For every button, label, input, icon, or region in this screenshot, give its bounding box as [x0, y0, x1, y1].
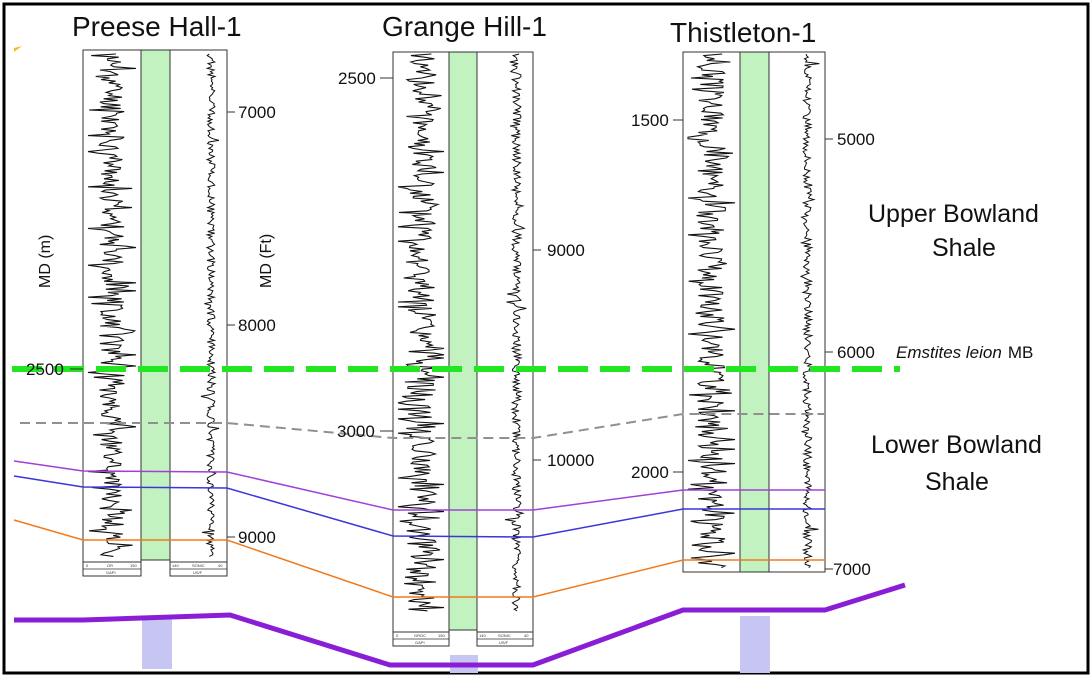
depth-label: 7000: [238, 103, 276, 122]
footer-min: 140: [172, 563, 179, 568]
footer-curve: GRGC: [414, 633, 426, 638]
depth-label: 6000: [837, 343, 875, 362]
depth-label: 2500: [338, 69, 376, 88]
footer-min: 140: [479, 633, 486, 638]
horizon-magenta: [13, 460, 825, 511]
depth-label: 5000: [837, 130, 875, 149]
horizon-base: [14, 582, 906, 668]
marker-species: Emstites leion: [896, 343, 1002, 362]
depth-label: 7000: [833, 560, 871, 579]
footer-curve: GR: [107, 563, 113, 568]
depth-label: 1500: [631, 111, 669, 130]
formation-upper-line2: Shale: [932, 234, 996, 262]
formation-lower-line2: Shale: [925, 468, 989, 496]
horizon-orange: [13, 519, 825, 598]
depth-label: 8000: [238, 316, 276, 335]
footer-curve: SONIC: [498, 633, 511, 638]
depth-label: 9000: [238, 528, 276, 547]
footer-max: 150: [438, 633, 445, 638]
footer-unit: US/F: [499, 640, 509, 645]
depth-label: 2500: [26, 360, 64, 379]
footer-max: 150: [130, 563, 137, 568]
footer-unit: US/F: [193, 570, 203, 575]
well-title-thistleton: Thistleton-1: [670, 17, 816, 48]
axis-title-md-m: MD (m): [37, 235, 54, 288]
formation-lower-line1: Lower Bowland: [871, 431, 1042, 459]
footer-curve: SONIC: [192, 563, 205, 568]
well-log-grange-hill: [392, 51, 534, 647]
footer-min: 0: [86, 563, 89, 568]
well-log-preese-hall: [82, 49, 228, 577]
footer-unit: GAPI: [415, 640, 425, 645]
depth-bar: [142, 617, 172, 669]
depth-ticks: [70, 77, 833, 570]
marker-band-label: Emstites leion MB: [896, 343, 1033, 362]
horizon-gray: [20, 413, 825, 439]
axis-title-md-ft: MD (Ft): [258, 234, 275, 288]
well-log-thistleton: [682, 51, 826, 573]
footer-max: 40: [524, 633, 529, 638]
horizon-blue: [13, 475, 825, 538]
marker-suffix: MB: [1008, 343, 1034, 362]
depth-label: 9000: [547, 241, 585, 260]
depth-label: 3000: [337, 422, 375, 441]
footer-max: 40: [218, 563, 223, 568]
depth-label: 10000: [547, 451, 594, 470]
corner-mark: [14, 46, 22, 52]
footer-min: 0: [396, 633, 399, 638]
well-title-grange-hill: Grange Hill-1: [382, 11, 547, 42]
depth-label: 2000: [631, 463, 669, 482]
formation-upper-line1: Upper Bowland: [868, 200, 1039, 228]
depth-bar: [740, 616, 770, 673]
well-title-preese-hall: Preese Hall-1: [72, 11, 242, 42]
footer-unit: GAPI: [106, 570, 116, 575]
